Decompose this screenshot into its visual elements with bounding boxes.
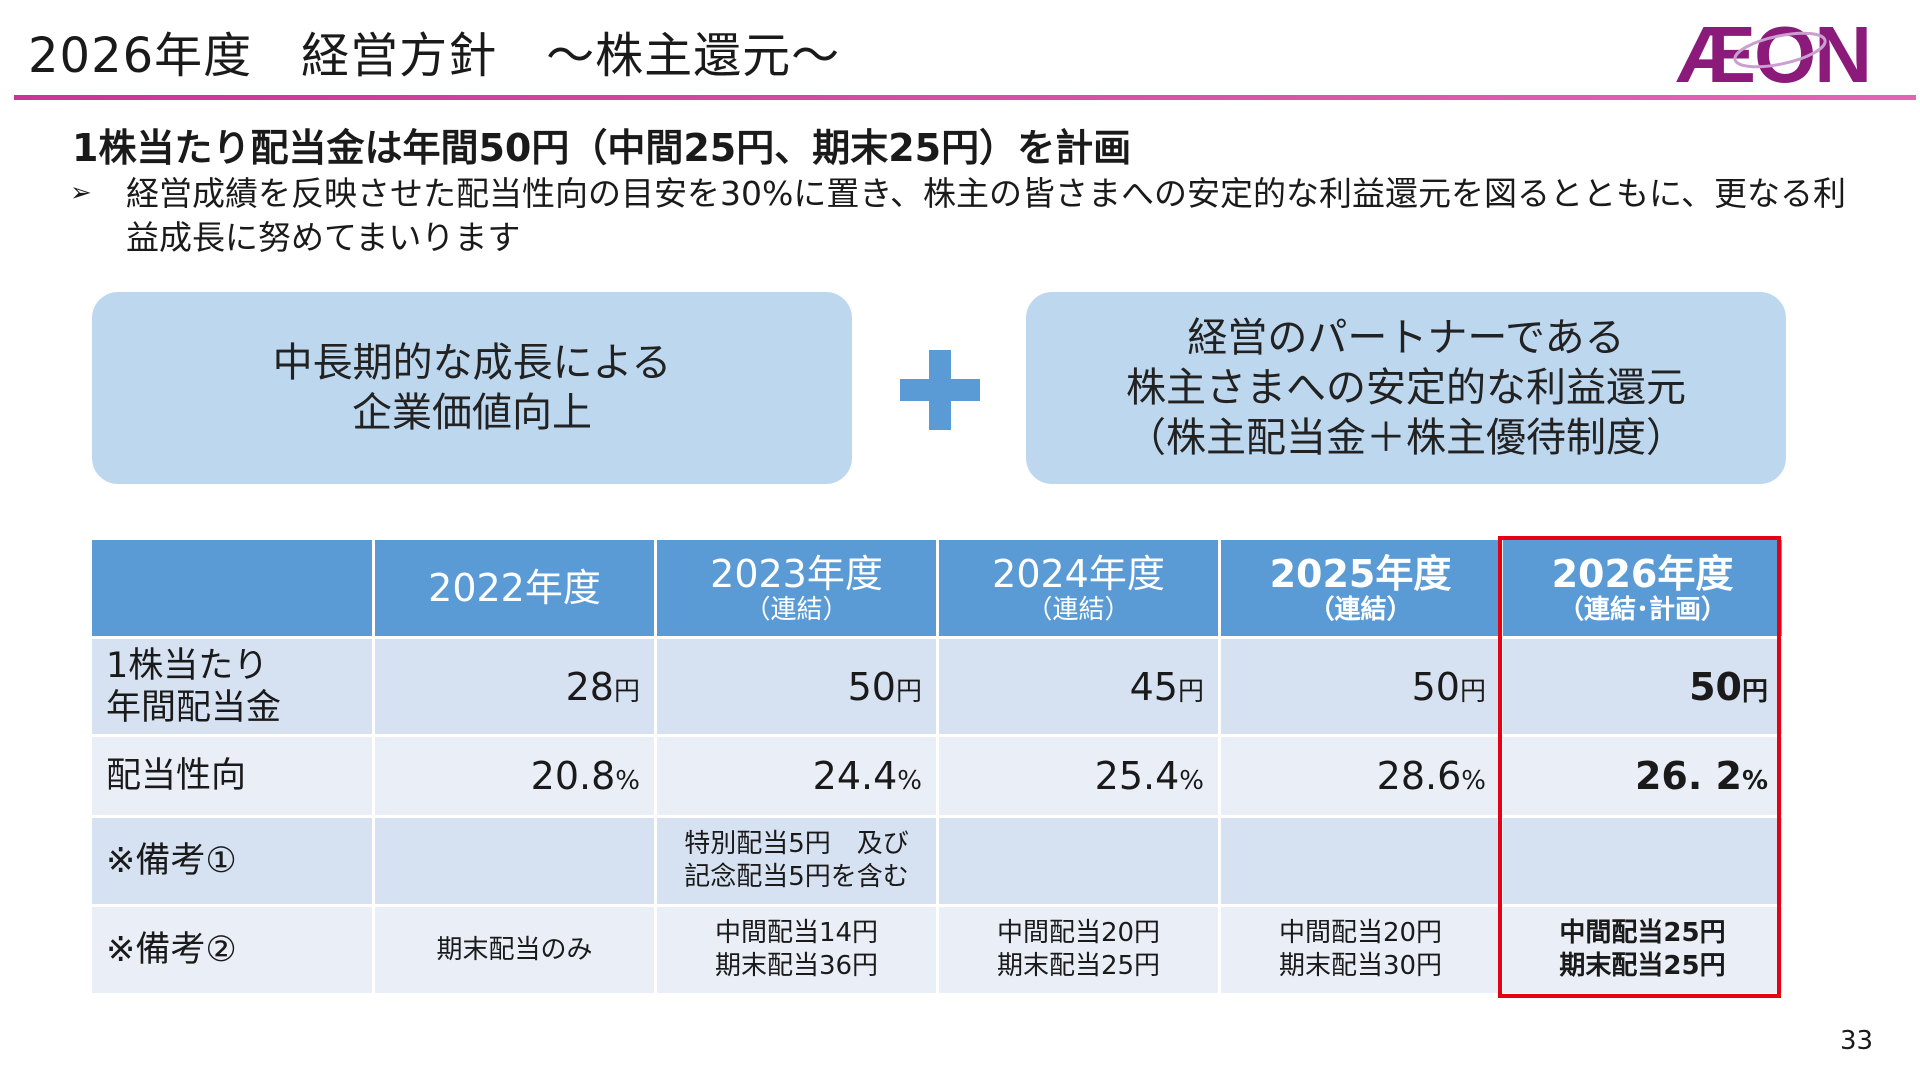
- arrow-bullet-icon: ➢: [70, 178, 92, 208]
- dividend-2024: 45円: [939, 639, 1218, 734]
- header-2024: 2024年度 （連結）: [939, 540, 1218, 636]
- growth-box-text: 中長期的な成長による 企業価値向上: [272, 340, 672, 436]
- note2-2024: 中間配当20円 期末配当25円: [939, 907, 1218, 993]
- payout-2026: 26. 2%: [1503, 737, 1782, 815]
- note1-2023: 特別配当5円 及び 記念配当5円を含む: [657, 818, 936, 904]
- table-row-note1: ※備考① 特別配当5円 及び 記念配当5円を含む: [92, 818, 1782, 904]
- page-title: 2026年度 経営方針 ～株主還元～: [28, 28, 841, 84]
- header-2026: 2026年度 （連結･計画）: [1503, 540, 1782, 636]
- aeon-logo: ÆON: [1676, 14, 1872, 90]
- fy2026-highlight-frame: [1498, 536, 1781, 998]
- row-label-payout: 配当性向: [92, 737, 372, 815]
- note1-2026: [1503, 818, 1782, 904]
- dividend-2022: 28円: [375, 639, 654, 734]
- dividend-2026: 50円: [1503, 639, 1782, 734]
- shareholder-return-box: 経営のパートナーである 株主さまへの安定的な利益還元 （株主配当金＋株主優待制度…: [1026, 292, 1786, 484]
- title-divider: [14, 95, 1916, 100]
- payout-2024: 25.4%: [939, 737, 1218, 815]
- note2-2022: 期末配当のみ: [375, 907, 654, 993]
- header-2023: 2023年度 （連結）: [657, 540, 936, 636]
- shareholder-return-box-text: 経営のパートナーである 株主さまへの安定的な利益還元 （株主配当金＋株主優待制度…: [1126, 315, 1686, 461]
- note2-2025: 中間配当20円 期末配当30円: [1221, 907, 1500, 993]
- note2-2026: 中間配当25円 期末配当25円: [1503, 907, 1782, 993]
- row-label-dividend: 1株当たり 年間配当金: [92, 639, 372, 734]
- table-row-payout: 配当性向 20.8% 24.4% 25.4% 28.6% 26. 2%: [92, 737, 1782, 815]
- row-label-note1: ※備考①: [92, 818, 372, 904]
- dividend-2023: 50円: [657, 639, 936, 734]
- note1-2022: [375, 818, 654, 904]
- dividend-table: 2022年度 2023年度 （連結） 2024年度 （連結） 2025年度 （連結） …: [89, 537, 1785, 996]
- dividend-2025: 50円: [1221, 639, 1500, 734]
- payout-2023: 24.4%: [657, 737, 936, 815]
- row-label-note2: ※備考②: [92, 907, 372, 993]
- bullet-text: 経営成績を反映させた配当性向の目安を30%に置き、株主の皆さまへの安定的な利益還…: [126, 174, 1847, 257]
- page-number: 33: [1840, 1026, 1874, 1056]
- growth-box: 中長期的な成長による 企業価値向上: [92, 292, 852, 484]
- note2-2023: 中間配当14円 期末配当36円: [657, 907, 936, 993]
- plus-icon: [900, 350, 980, 430]
- headline: 1株当たり配当金は年間50円（中間25円、期末25円）を計画: [72, 126, 1132, 170]
- aeon-logo-text: ÆON: [1676, 14, 1870, 90]
- note1-2024: [939, 818, 1218, 904]
- payout-2022: 20.8%: [375, 737, 654, 815]
- table-header-row: 2022年度 2023年度 （連結） 2024年度 （連結） 2025年度 （連結） …: [92, 540, 1782, 636]
- header-blank: [92, 540, 372, 636]
- header-2022: 2022年度: [375, 540, 654, 636]
- payout-2025: 28.6%: [1221, 737, 1500, 815]
- note1-2025: [1221, 818, 1500, 904]
- header-2025: 2025年度 （連結）: [1221, 540, 1500, 636]
- table-row-note2: ※備考② 期末配当のみ 中間配当14円 期末配当36円 中間配当20円 期末配当…: [92, 907, 1782, 993]
- table-row-dividend: 1株当たり 年間配当金 28円 50円 45円 50円 50円: [92, 639, 1782, 734]
